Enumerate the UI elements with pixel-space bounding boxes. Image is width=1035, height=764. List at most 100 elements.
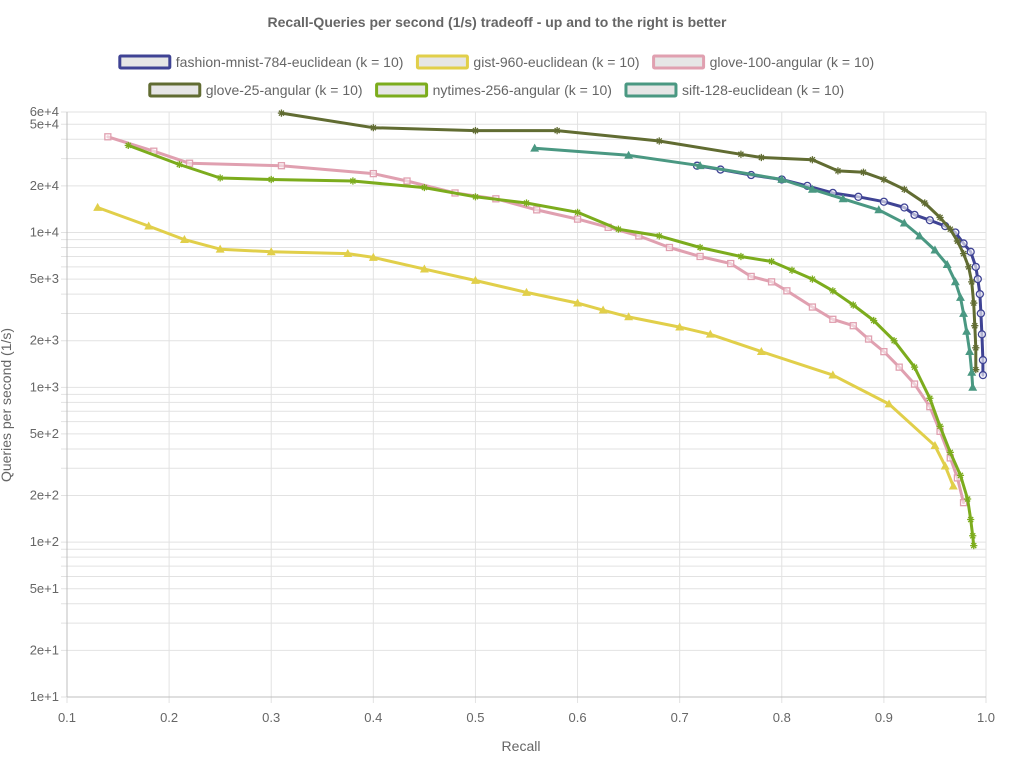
- data-point: [910, 380, 919, 388]
- data-point: [940, 461, 950, 470]
- series-group: [93, 109, 988, 550]
- data-point: [880, 175, 888, 184]
- data-point: [737, 150, 745, 158]
- x-tick-label: 0.6: [569, 710, 587, 725]
- data-point: [972, 344, 980, 352]
- y-tick-label: 6e+4: [30, 104, 59, 119]
- data-point: [910, 210, 919, 219]
- data-point: [936, 422, 944, 430]
- data-point: [808, 275, 817, 283]
- y-tick-label: 1e+2: [30, 534, 59, 549]
- data-point: [970, 299, 978, 307]
- data-point: [522, 199, 531, 207]
- data-point: [665, 243, 674, 252]
- data-point: [921, 199, 929, 207]
- data-point: [783, 287, 791, 295]
- data-point: [968, 382, 978, 391]
- data-point: [747, 272, 755, 281]
- data-point: [879, 197, 889, 206]
- data-point: [965, 263, 973, 271]
- data-point: [874, 205, 884, 214]
- legend-swatch[interactable]: [118, 54, 172, 70]
- legend-label: sift-128-euclidean (k = 10): [682, 82, 844, 98]
- legend-swatch[interactable]: [624, 82, 678, 98]
- data-point: [767, 257, 776, 266]
- legend-label: fashion-mnist-784-euclidean (k = 10): [176, 54, 404, 70]
- data-point: [936, 213, 944, 222]
- series-3: [277, 109, 980, 374]
- data-point: [144, 221, 154, 230]
- data-point: [948, 481, 958, 490]
- data-point: [956, 292, 965, 301]
- data-point: [104, 133, 112, 141]
- data-point: [926, 394, 934, 402]
- legend-swatch[interactable]: [148, 82, 202, 98]
- data-point: [829, 287, 837, 295]
- data-point: [573, 298, 583, 307]
- data-point: [807, 184, 817, 193]
- x-tick-label: 0.5: [466, 710, 484, 725]
- data-point: [124, 141, 132, 150]
- data-point: [975, 289, 985, 299]
- data-point: [970, 542, 978, 550]
- data-point: [899, 218, 909, 227]
- data-point: [471, 127, 480, 135]
- data-point: [942, 260, 952, 269]
- data-point: [976, 309, 986, 318]
- data-point: [267, 175, 275, 184]
- data-point: [553, 127, 561, 135]
- data-point: [179, 234, 189, 243]
- x-tick-label: 0.1: [58, 710, 76, 725]
- data-point: [788, 266, 796, 274]
- data-point: [859, 168, 868, 176]
- data-point: [93, 202, 103, 211]
- data-point: [956, 471, 965, 479]
- legend-swatch[interactable]: [652, 54, 706, 70]
- data-point: [624, 150, 634, 159]
- data-point: [880, 347, 888, 356]
- x-tick-label: 0.9: [875, 710, 893, 725]
- y-tick-label: 1e+3: [30, 379, 59, 394]
- data-point: [930, 245, 940, 254]
- x-tick-label: 0.8: [773, 710, 791, 725]
- data-point: [175, 160, 183, 169]
- axes: 0.1 0.2 0.3 0.4 0.5 0.6 0.7 0.8 0.9 1.0 1e+1 2e+1 5e…: [30, 104, 995, 725]
- data-point: [403, 177, 411, 185]
- data-point: [530, 143, 540, 152]
- legend: fashion-mnist-784-euclidean (k = 10) gist…: [118, 54, 874, 98]
- data-point: [978, 370, 988, 380]
- data-point: [767, 278, 776, 286]
- data-point: [343, 249, 353, 258]
- data-point: [900, 185, 908, 193]
- data-point: [614, 225, 622, 233]
- data-point: [864, 335, 873, 343]
- data-point: [969, 532, 977, 540]
- data-point: [368, 252, 378, 261]
- data-point: [910, 363, 919, 371]
- data-point: [598, 305, 608, 314]
- x-tick-label: 0.2: [160, 710, 178, 725]
- legend-swatch[interactable]: [415, 54, 469, 70]
- data-point: [655, 232, 663, 240]
- y-axis-label: Queries per second (1/s): [0, 328, 14, 482]
- data-point: [808, 156, 817, 164]
- legend-label: glove-25-angular (k = 10): [206, 82, 363, 98]
- data-point: [419, 264, 429, 273]
- y-tick-label: 2e+2: [30, 488, 59, 503]
- y-tick-label: 2e+3: [30, 333, 59, 348]
- series-1: [93, 202, 958, 490]
- data-point: [737, 252, 745, 261]
- data-point: [895, 363, 903, 371]
- data-point: [971, 262, 980, 271]
- data-point: [962, 326, 972, 335]
- data-point: [900, 203, 909, 212]
- data-point: [522, 287, 531, 296]
- x-tick-label: 0.3: [262, 710, 280, 725]
- data-point: [953, 237, 962, 245]
- data-point: [185, 159, 194, 167]
- series-4: [124, 141, 978, 550]
- data-point: [959, 308, 968, 317]
- legend-swatch[interactable]: [375, 82, 429, 98]
- data-point: [834, 167, 842, 175]
